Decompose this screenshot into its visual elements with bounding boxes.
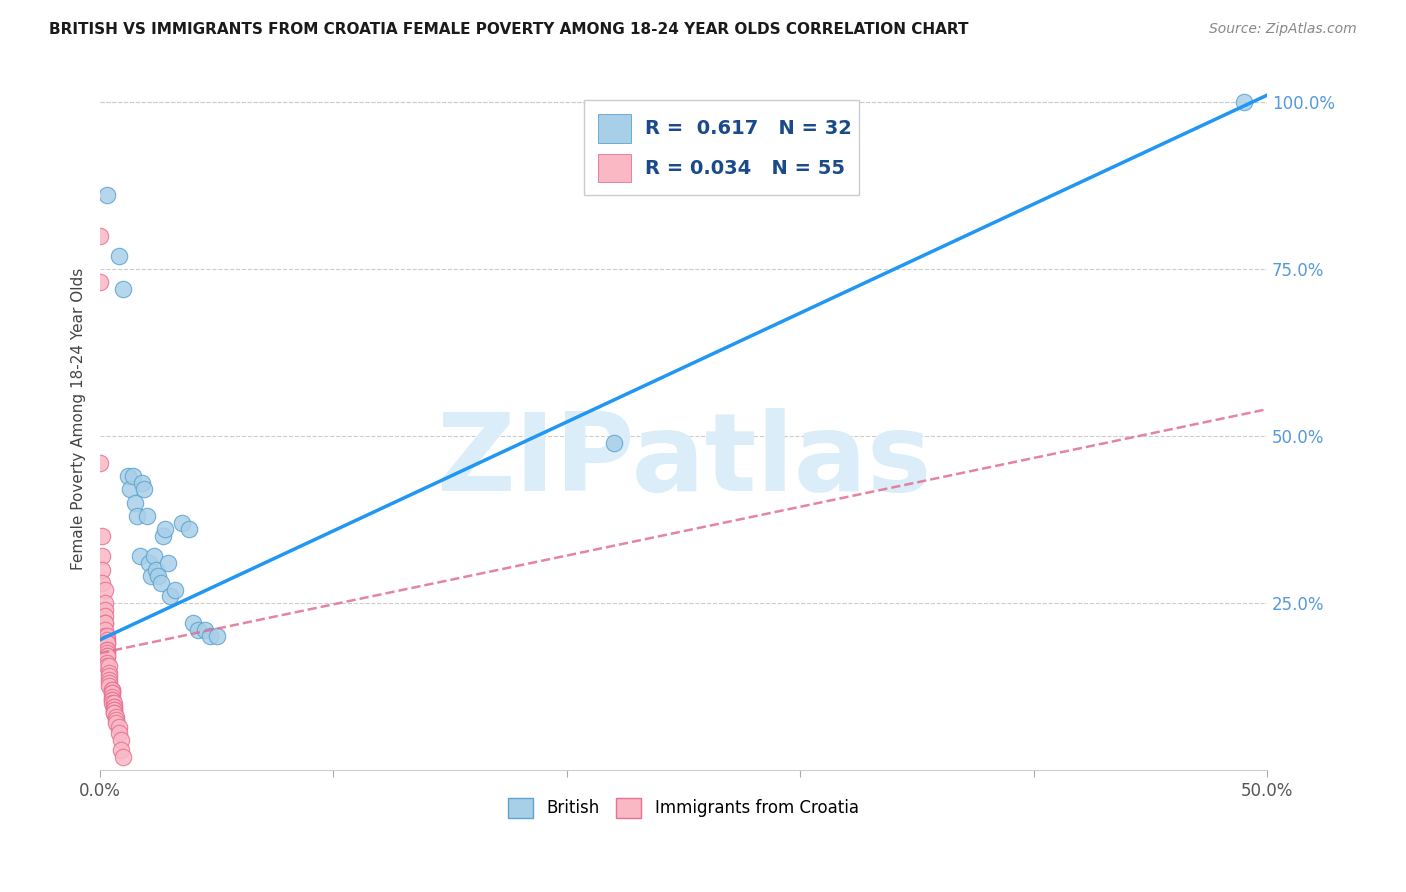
Point <box>96 629 118 643</box>
Point <box>163 582 186 597</box>
Point <box>103 699 125 714</box>
Point <box>94 615 117 630</box>
Point <box>91 563 114 577</box>
Point <box>205 629 228 643</box>
Point <box>101 696 124 710</box>
Point <box>94 629 117 643</box>
Point <box>107 720 129 734</box>
Point <box>198 629 221 643</box>
Point <box>96 649 118 664</box>
Point <box>187 623 209 637</box>
Point <box>89 228 111 243</box>
Point <box>96 632 118 647</box>
Point <box>120 483 142 497</box>
Point <box>101 686 124 700</box>
Point <box>96 636 118 650</box>
Point <box>94 615 117 630</box>
Point <box>98 673 121 687</box>
Point <box>112 749 135 764</box>
Point <box>602 435 624 450</box>
Point <box>194 623 217 637</box>
Point <box>103 703 125 717</box>
Point <box>94 602 117 616</box>
Point <box>94 609 117 624</box>
Point <box>96 636 118 650</box>
Point <box>105 709 128 723</box>
Point <box>103 706 125 721</box>
Point <box>91 529 114 543</box>
Point <box>103 703 125 717</box>
Point <box>156 556 179 570</box>
Point <box>110 743 132 757</box>
Point <box>152 529 174 543</box>
Point <box>103 699 125 714</box>
Point <box>98 676 121 690</box>
Point <box>96 642 118 657</box>
Point <box>134 483 156 497</box>
Point <box>101 686 124 700</box>
Point <box>183 615 205 630</box>
Point <box>103 696 125 710</box>
Point <box>91 576 114 591</box>
Text: R =  0.617   N = 32: R = 0.617 N = 32 <box>645 119 852 138</box>
Point <box>159 589 181 603</box>
Point <box>101 693 124 707</box>
Point <box>127 509 149 524</box>
Point <box>117 469 139 483</box>
Point <box>96 646 118 660</box>
Point <box>149 576 172 591</box>
Point <box>98 669 121 683</box>
Text: BRITISH VS IMMIGRANTS FROM CROATIA FEMALE POVERTY AMONG 18-24 YEAR OLDS CORRELAT: BRITISH VS IMMIGRANTS FROM CROATIA FEMAL… <box>49 22 969 37</box>
Y-axis label: Female Poverty Among 18-24 Year Olds: Female Poverty Among 18-24 Year Olds <box>72 268 86 570</box>
Text: Source: ZipAtlas.com: Source: ZipAtlas.com <box>1209 22 1357 37</box>
Text: R = 0.034   N = 55: R = 0.034 N = 55 <box>645 159 845 178</box>
Point <box>121 469 143 483</box>
Point <box>142 549 165 564</box>
Point <box>177 523 200 537</box>
Legend: British, Immigrants from Croatia: British, Immigrants from Croatia <box>502 791 866 825</box>
Point <box>135 509 157 524</box>
Point <box>96 659 118 673</box>
Point <box>103 706 125 721</box>
Point <box>89 275 111 289</box>
Point <box>107 726 129 740</box>
Point <box>101 682 124 697</box>
FancyBboxPatch shape <box>599 154 631 183</box>
Point <box>101 682 124 697</box>
Point <box>89 456 111 470</box>
Point <box>148 569 170 583</box>
Point <box>124 496 146 510</box>
Point <box>94 623 117 637</box>
Point <box>94 596 117 610</box>
Point <box>96 188 118 202</box>
Point <box>138 556 160 570</box>
Point <box>155 523 177 537</box>
Point <box>128 549 150 564</box>
Point <box>94 582 117 597</box>
Point <box>112 282 135 296</box>
FancyBboxPatch shape <box>585 100 859 194</box>
Point <box>105 716 128 731</box>
Point <box>96 656 118 670</box>
Point <box>131 475 153 490</box>
Point <box>145 563 167 577</box>
Point <box>91 549 114 564</box>
Point <box>1232 95 1254 109</box>
Point <box>110 733 132 747</box>
Point <box>101 693 124 707</box>
Point <box>105 713 128 727</box>
Point <box>170 516 193 530</box>
Point <box>96 649 118 664</box>
Point <box>141 569 163 583</box>
Point <box>98 680 121 694</box>
Point <box>101 690 124 704</box>
FancyBboxPatch shape <box>599 114 631 143</box>
Point <box>107 249 129 263</box>
Point <box>98 659 121 673</box>
Point <box>96 642 118 657</box>
Point <box>98 666 121 681</box>
Text: ZIPatlas: ZIPatlas <box>436 409 931 515</box>
